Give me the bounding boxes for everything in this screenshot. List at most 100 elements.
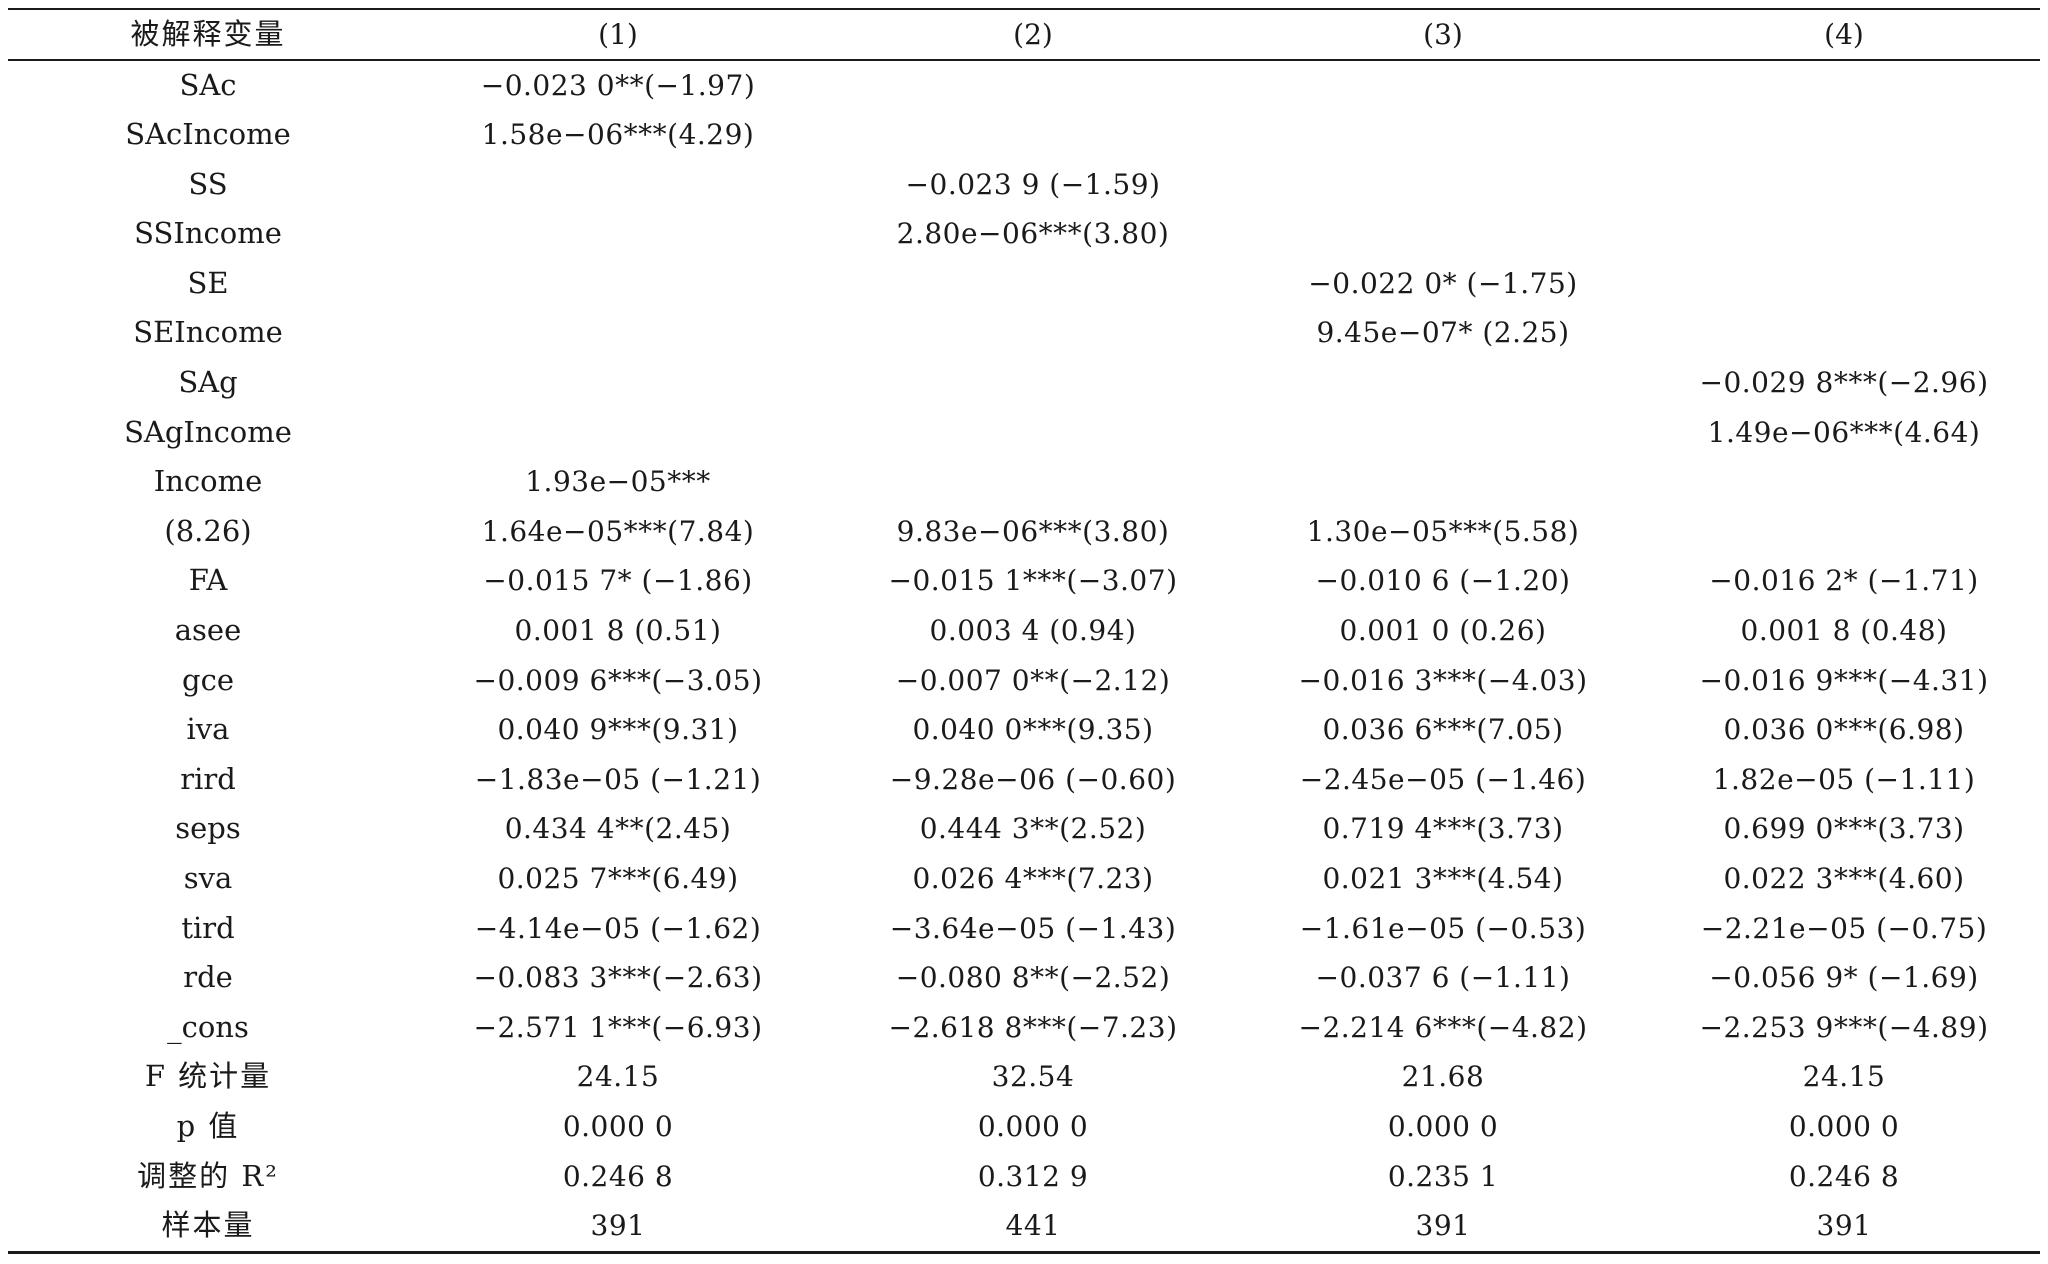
cell-model-4: 0.022 3***(4.60) bbox=[1723, 862, 1965, 895]
table-bottom-rule bbox=[8, 1250, 2040, 1254]
header-model-1: (1) bbox=[598, 18, 638, 51]
cell-model-2: 0.312 9 bbox=[977, 1159, 1089, 1193]
row-label: gce bbox=[182, 662, 234, 697]
cell-model-4: −0.016 9***(−4.31) bbox=[1699, 663, 1989, 697]
row-label: 样本量 bbox=[161, 1208, 255, 1243]
cell-model-1: 0.001 8 (0.51) bbox=[514, 614, 722, 648]
cell-model-2: −0.007 0**(−2.12) bbox=[895, 663, 1171, 697]
cell-model-4 bbox=[1648, 110, 2040, 160]
cell-model-1: −2.571 1***(−6.93) bbox=[473, 1010, 763, 1044]
row-label: rde bbox=[183, 960, 233, 995]
cell-model-4: −0.056 9* (−1.69) bbox=[1709, 961, 1979, 995]
cell-model-3: 0.719 4***(3.73) bbox=[1322, 812, 1564, 846]
cell-model-2: 0.000 0 bbox=[977, 1109, 1089, 1143]
cell-model-2 bbox=[828, 358, 1238, 408]
table-row: rird −1.83e−05 (−1.21) −9.28e−06 (−0.60) −2… bbox=[8, 755, 2040, 805]
cell-model-4 bbox=[1648, 259, 2040, 309]
cell-model-2: 0.040 0***(9.35) bbox=[912, 713, 1154, 747]
cell-model-2 bbox=[828, 61, 1238, 111]
cell-model-4: 0.000 0 bbox=[1788, 1109, 1900, 1143]
table-row: SEIncome 9.45e−07* (2.25) bbox=[8, 308, 2040, 358]
table-header-rule bbox=[8, 59, 2040, 61]
table-row: SAc −0.023 0**(−1.97) bbox=[8, 61, 2040, 111]
cell-model-2: 32.54 bbox=[991, 1060, 1075, 1094]
table-row: SAcIncome 1.58e−06***(4.29) bbox=[8, 110, 2040, 160]
cell-model-4: 391 bbox=[1816, 1209, 1872, 1243]
cell-model-4: 0.001 8 (0.48) bbox=[1740, 614, 1948, 648]
cell-model-4: −2.21e−05 (−0.75) bbox=[1700, 911, 1988, 945]
cell-model-3: 391 bbox=[1415, 1209, 1471, 1243]
cell-model-1: 24.15 bbox=[576, 1060, 660, 1094]
cell-model-3: 21.68 bbox=[1401, 1060, 1485, 1094]
cell-model-4 bbox=[1648, 61, 2040, 111]
row-label: seps bbox=[175, 811, 241, 846]
table-row: seps 0.434 4**(2.45) 0.444 3**(2.52) 0.719 … bbox=[8, 804, 2040, 854]
cell-model-1: 0.000 0 bbox=[562, 1109, 674, 1143]
cell-model-1: −0.083 3***(−2.63) bbox=[473, 961, 763, 995]
cell-model-4: 1.49e−06***(4.64) bbox=[1707, 415, 1981, 449]
cell-model-4 bbox=[1648, 457, 2040, 507]
cell-model-3 bbox=[1238, 358, 1648, 408]
cell-model-2: 9.83e−06***(3.80) bbox=[896, 514, 1170, 548]
table-row: SAg −0.029 8***(−2.96) bbox=[8, 358, 2040, 408]
cell-model-3: −0.016 3***(−4.03) bbox=[1298, 663, 1588, 697]
cell-model-3: 1.30e−05***(5.58) bbox=[1306, 514, 1580, 548]
table-row: FA −0.015 7* (−1.86) −0.015 1***(−3.07) −0.… bbox=[8, 556, 2040, 606]
table-body: SAc −0.023 0**(−1.97) SAcIncome 1.58e−06***… bbox=[8, 61, 2040, 1251]
table-row: rde −0.083 3***(−2.63) −0.080 8**(−2.52) −0… bbox=[8, 953, 2040, 1003]
cell-model-2 bbox=[828, 308, 1238, 358]
cell-model-3: 0.000 0 bbox=[1387, 1109, 1499, 1143]
cell-model-3: 0.001 0 (0.26) bbox=[1339, 614, 1547, 648]
cell-model-3 bbox=[1238, 457, 1648, 507]
table-row: gce −0.009 6***(−3.05) −0.007 0**(−2.12) −0… bbox=[8, 656, 2040, 706]
row-label: sva bbox=[183, 861, 233, 895]
cell-model-3: −0.022 0* (−1.75) bbox=[1308, 266, 1578, 300]
results-body-table: SAc −0.023 0**(−1.97) SAcIncome 1.58e−06***… bbox=[8, 61, 2040, 1251]
row-label: tird bbox=[181, 910, 235, 945]
cell-model-2: 0.026 4***(7.23) bbox=[912, 862, 1154, 895]
row-label: SAg bbox=[178, 365, 238, 400]
table-row: SS −0.023 9 (−1.59) bbox=[8, 160, 2040, 210]
cell-model-4: 0.699 0***(3.73) bbox=[1723, 812, 1965, 846]
cell-model-1 bbox=[408, 358, 828, 408]
row-label: FA bbox=[188, 563, 228, 598]
cell-model-4 bbox=[1648, 160, 2040, 210]
row-label: SAgIncome bbox=[124, 414, 292, 449]
cell-model-4: 24.15 bbox=[1802, 1060, 1886, 1094]
table-row: iva 0.040 9***(9.31) 0.040 0***(9.35) 0.036… bbox=[8, 705, 2040, 755]
cell-model-3 bbox=[1238, 110, 1648, 160]
row-label: SEIncome bbox=[133, 315, 283, 350]
row-label: (8.26) bbox=[164, 513, 252, 548]
row-label: F 统计量 bbox=[144, 1059, 272, 1094]
row-label: SAcIncome bbox=[125, 117, 291, 152]
cell-model-1: 391 bbox=[590, 1209, 646, 1243]
table-top-rule bbox=[8, 8, 2040, 10]
header-model-4: (4) bbox=[1824, 18, 1864, 51]
table-row: F 统计量 24.15 32.54 21.68 24.15 bbox=[8, 1052, 2040, 1102]
cell-model-2: −9.28e−06 (−0.60) bbox=[889, 762, 1177, 796]
cell-model-4: −0.029 8***(−2.96) bbox=[1699, 366, 1989, 400]
row-label: _cons bbox=[167, 1009, 249, 1044]
cell-model-1: −4.14e−05 (−1.62) bbox=[474, 911, 762, 945]
table-row: tird −4.14e−05 (−1.62) −3.64e−05 (−1.43) −1… bbox=[8, 904, 2040, 954]
cell-model-1: 1.58e−06***(4.29) bbox=[481, 118, 755, 152]
table-row: _cons −2.571 1***(−6.93) −2.618 8***(−7.23… bbox=[8, 1003, 2040, 1053]
row-label: rird bbox=[180, 761, 236, 796]
table-row: p 值 0.000 0 0.000 0 0.000 0 0.000 0 bbox=[8, 1102, 2040, 1152]
cell-model-1: −0.009 6***(−3.05) bbox=[473, 663, 763, 697]
cell-model-1: 0.246 8 bbox=[562, 1159, 674, 1193]
table-row: 调整的 R² 0.246 8 0.312 9 0.235 1 0.246 8 bbox=[8, 1152, 2040, 1202]
header-model-2: (2) bbox=[1013, 18, 1053, 51]
cell-model-4: −0.016 2* (−1.71) bbox=[1709, 564, 1979, 598]
cell-model-2 bbox=[828, 259, 1238, 309]
row-label: Income bbox=[153, 464, 263, 499]
cell-model-1 bbox=[408, 209, 828, 259]
row-label: SE bbox=[187, 265, 229, 300]
cell-model-3: −2.45e−05 (−1.46) bbox=[1299, 762, 1587, 796]
table-row: SSIncome 2.80e−06***(3.80) bbox=[8, 209, 2040, 259]
table-row: Income 1.93e−05*** bbox=[8, 457, 2040, 507]
cell-model-1: 0.040 9***(9.31) bbox=[497, 713, 739, 747]
cell-model-3: 0.036 6***(7.05) bbox=[1322, 713, 1564, 747]
row-label: asee bbox=[174, 613, 242, 648]
cell-model-3: −0.010 6 (−1.20) bbox=[1315, 564, 1571, 598]
